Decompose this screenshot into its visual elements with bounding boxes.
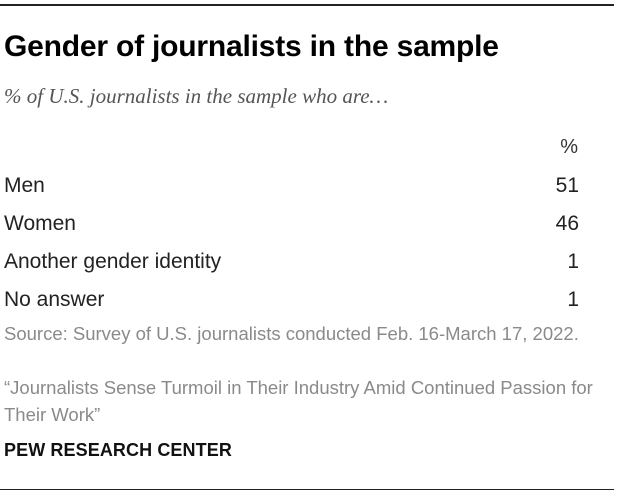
table-body: Men 51 Women 46 Another gender identity … xyxy=(4,172,579,324)
source-note: Source: Survey of U.S. journalists condu… xyxy=(4,323,579,344)
row-label: Men xyxy=(4,174,45,197)
row-label: No answer xyxy=(4,288,105,311)
brand-logo-text: PEW RESEARCH CENTER xyxy=(4,440,232,460)
table-row: Another gender identity 1 xyxy=(4,248,579,286)
row-value: 46 xyxy=(555,212,579,235)
row-label: Women xyxy=(4,212,76,235)
report-title-note: “Journalists Sense Turmoil in Their Indu… xyxy=(4,377,593,425)
row-value: 1 xyxy=(567,250,579,273)
table-row: No answer 1 xyxy=(4,286,579,324)
row-label: Another gender identity xyxy=(4,250,222,273)
row-value: 51 xyxy=(555,174,579,197)
bottom-rule xyxy=(0,489,614,490)
chart-subtitle: % of U.S. journalists in the sample who … xyxy=(4,84,389,108)
table-row: Women 46 xyxy=(4,210,579,248)
column-header: % xyxy=(560,136,578,158)
chart-title: Gender of journalists in the sample xyxy=(4,30,499,63)
top-rule xyxy=(0,4,614,6)
table-row: Men 51 xyxy=(4,172,579,210)
row-value: 1 xyxy=(567,288,579,311)
